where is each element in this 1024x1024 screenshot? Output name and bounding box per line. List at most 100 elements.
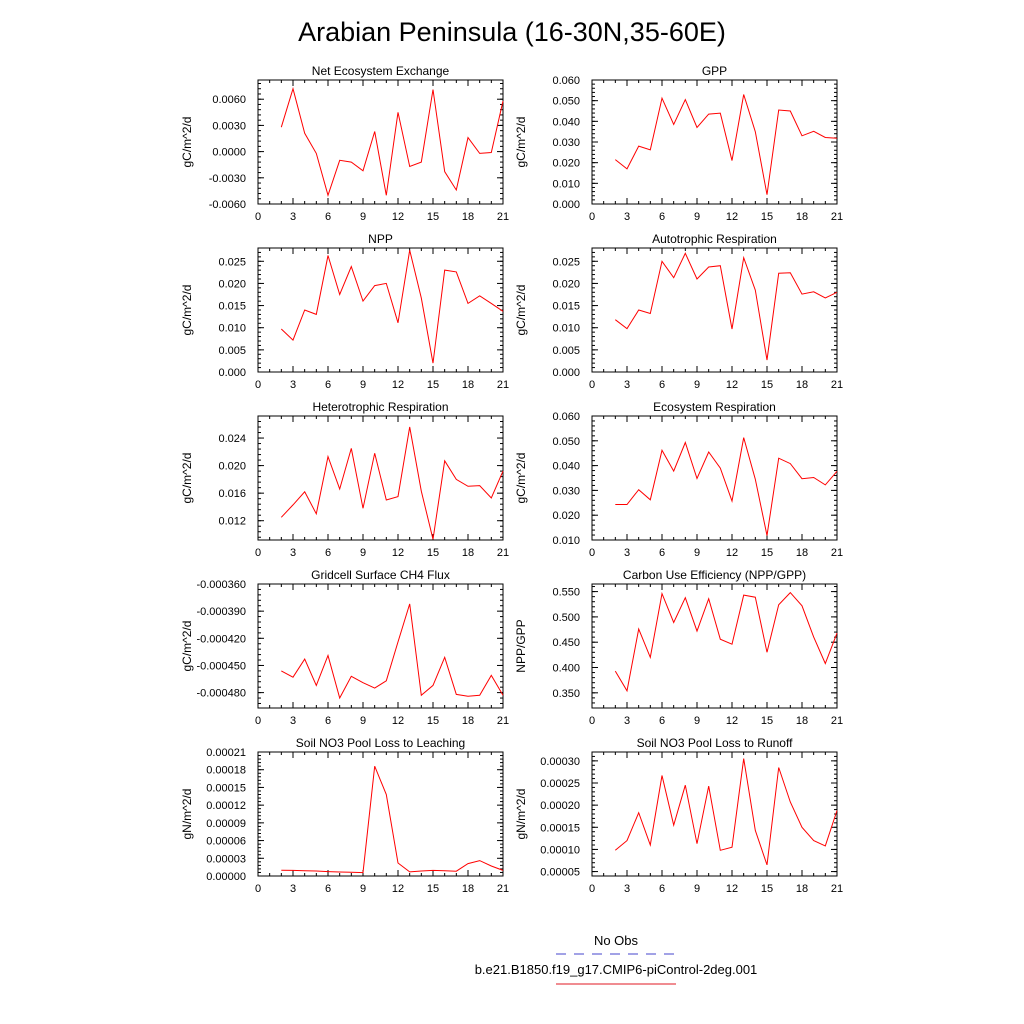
y-tick-label: 0.030 bbox=[552, 137, 580, 149]
y-tick-label: 0.040 bbox=[552, 116, 580, 128]
chart-title: Carbon Use Efficiency (NPP/GPP) bbox=[623, 568, 806, 582]
x-tick-label: 12 bbox=[392, 211, 404, 223]
legend-label-obs: No Obs bbox=[594, 933, 639, 948]
y-tick-label: 0.00020 bbox=[540, 800, 580, 812]
y-tick-label: 0.0000 bbox=[212, 147, 246, 159]
y-tick-label: 0.015 bbox=[552, 301, 580, 313]
x-tick-label: 12 bbox=[392, 715, 404, 727]
x-tick-label: 0 bbox=[589, 715, 595, 727]
x-tick-label: 9 bbox=[694, 883, 700, 895]
x-tick-label: 21 bbox=[831, 715, 843, 727]
y-axis-label: gC/m^2/d bbox=[180, 117, 194, 168]
x-tick-label: 9 bbox=[360, 379, 366, 391]
x-tick-label: 6 bbox=[659, 883, 665, 895]
x-tick-label: 12 bbox=[726, 547, 738, 559]
x-tick-label: 0 bbox=[589, 379, 595, 391]
y-tick-label: 0.030 bbox=[552, 485, 580, 497]
y-axis-label: gC/m^2/d bbox=[180, 285, 194, 336]
y-tick-label: -0.000360 bbox=[196, 579, 246, 591]
y-tick-label: 0.010 bbox=[218, 323, 246, 335]
x-tick-label: 15 bbox=[427, 211, 439, 223]
chart-title: NPP bbox=[368, 232, 393, 246]
y-tick-label: 0.0060 bbox=[212, 94, 246, 106]
x-tick-label: 12 bbox=[392, 379, 404, 391]
x-tick-label: 18 bbox=[462, 379, 474, 391]
x-tick-label: 18 bbox=[462, 715, 474, 727]
y-tick-label: 0.005 bbox=[552, 345, 580, 357]
x-tick-label: 12 bbox=[726, 883, 738, 895]
chart-title: GPP bbox=[702, 64, 727, 78]
series-line bbox=[614, 252, 838, 361]
x-tick-label: 6 bbox=[325, 715, 331, 727]
y-tick-label: 0.00005 bbox=[540, 867, 580, 879]
x-tick-label: 18 bbox=[796, 379, 808, 391]
y-tick-label: 0.016 bbox=[218, 488, 246, 500]
y-tick-label: 0.012 bbox=[218, 516, 246, 528]
plot-frame bbox=[591, 415, 838, 541]
y-tick-label: 0.00000 bbox=[206, 871, 246, 883]
chart-title: Net Ecosystem Exchange bbox=[312, 64, 450, 78]
x-tick-label: 21 bbox=[497, 211, 509, 223]
y-tick-label: 0.450 bbox=[552, 637, 580, 649]
x-tick-label: 18 bbox=[462, 211, 474, 223]
y-tick-label: 0.350 bbox=[552, 688, 580, 700]
chart-title: Soil NO3 Pool Loss to Leaching bbox=[296, 736, 465, 750]
plot-frame bbox=[591, 79, 838, 205]
chart-title: Gridcell Surface CH4 Flux bbox=[311, 568, 450, 582]
series-line bbox=[614, 94, 838, 195]
plot-frame bbox=[257, 415, 504, 541]
y-tick-label: 0.00009 bbox=[206, 818, 246, 830]
x-tick-label: 21 bbox=[497, 379, 509, 391]
x-tick-label: 21 bbox=[831, 211, 843, 223]
chart-panel: Net Ecosystem Exchange gC/m^2/d 0 3 6 9 12 15 18… bbox=[180, 64, 509, 223]
x-tick-label: 21 bbox=[831, 883, 843, 895]
y-axis-label: gC/m^2/d bbox=[514, 453, 528, 504]
x-tick-label: 21 bbox=[831, 379, 843, 391]
chart-panel: Gridcell Surface CH4 Flux gC/m^2/d 0 3 6 9 12 1… bbox=[180, 568, 509, 727]
x-tick-label: 0 bbox=[255, 211, 261, 223]
x-tick-label: 6 bbox=[659, 379, 665, 391]
chart-panel: Autotrophic Respiration gC/m^2/d 0 3 6 9 12 15 1… bbox=[514, 232, 843, 391]
legend: No Obs b.e21.B1850.f19_g17.CMIP6-piContr… bbox=[475, 933, 757, 985]
y-tick-label: 0.550 bbox=[552, 587, 580, 599]
x-tick-label: 21 bbox=[831, 547, 843, 559]
y-axis-label: gC/m^2/d bbox=[514, 285, 528, 336]
x-tick-label: 12 bbox=[392, 883, 404, 895]
y-tick-label: 0.0030 bbox=[212, 120, 246, 132]
x-tick-label: 9 bbox=[360, 715, 366, 727]
x-tick-label: 12 bbox=[726, 379, 738, 391]
y-tick-label: 0.010 bbox=[552, 535, 580, 547]
y-tick-label: 0.050 bbox=[552, 96, 580, 108]
x-tick-label: 0 bbox=[255, 379, 261, 391]
x-tick-label: 3 bbox=[290, 379, 296, 391]
y-tick-label: 0.00006 bbox=[206, 836, 246, 848]
y-tick-label: -0.0060 bbox=[209, 199, 246, 211]
x-tick-label: 3 bbox=[624, 379, 630, 391]
plot-frame bbox=[591, 583, 838, 709]
x-tick-label: 3 bbox=[290, 547, 296, 559]
y-tick-label: 0.000 bbox=[552, 199, 580, 211]
y-tick-label: 0.00012 bbox=[206, 800, 246, 812]
x-tick-label: 3 bbox=[624, 715, 630, 727]
y-tick-label: 0.00025 bbox=[540, 778, 580, 790]
x-tick-label: 3 bbox=[624, 211, 630, 223]
x-tick-label: 3 bbox=[624, 547, 630, 559]
y-axis-label: gN/m^2/d bbox=[514, 789, 528, 840]
chart-panel: NPP gC/m^2/d 0 3 6 9 12 15 18 21 0.000 0.005 0.010 0.… bbox=[180, 232, 509, 391]
x-tick-label: 15 bbox=[427, 883, 439, 895]
x-tick-label: 6 bbox=[325, 379, 331, 391]
y-tick-label: 0.020 bbox=[218, 461, 246, 473]
x-tick-label: 18 bbox=[796, 547, 808, 559]
series-line bbox=[280, 250, 504, 364]
x-tick-label: 21 bbox=[497, 715, 509, 727]
x-tick-label: 6 bbox=[659, 547, 665, 559]
y-tick-label: 0.020 bbox=[218, 278, 246, 290]
y-tick-label: 0.015 bbox=[218, 301, 246, 313]
y-axis-label: gN/m^2/d bbox=[180, 789, 194, 840]
chart-title: Ecosystem Respiration bbox=[653, 400, 776, 414]
y-axis-label: gC/m^2/d bbox=[180, 453, 194, 504]
x-tick-label: 0 bbox=[255, 547, 261, 559]
x-tick-label: 9 bbox=[360, 883, 366, 895]
y-tick-label: 0.040 bbox=[552, 461, 580, 473]
